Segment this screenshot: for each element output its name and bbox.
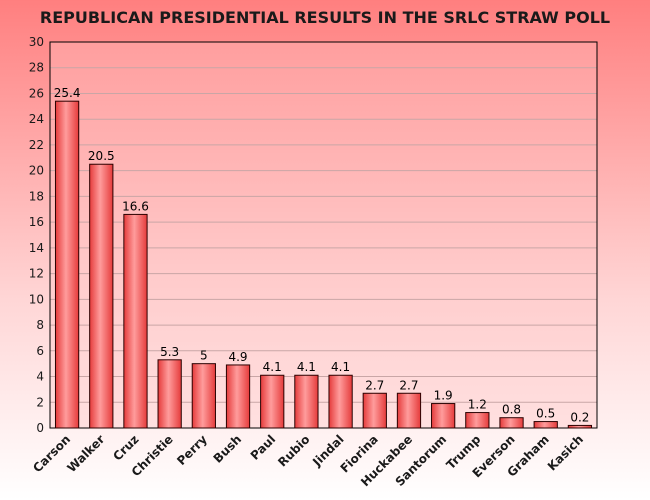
data-label: 16.6 [122,199,149,213]
x-tick-label: Rubio [275,432,312,469]
bar [123,213,148,429]
x-tick-label: Bush [211,432,244,465]
y-tick-label: 20 [29,164,44,178]
y-tick-label: 28 [29,61,44,75]
bar [499,417,524,429]
y-tick-label: 12 [29,267,44,281]
bar [328,374,353,429]
bar [396,392,422,429]
bar [294,374,319,429]
data-label: 0.2 [570,410,589,424]
y-tick-label: 22 [29,138,44,152]
y-tick-label: 26 [29,86,44,100]
data-label: 25.4 [54,86,81,100]
y-tick-label: 16 [29,215,44,229]
data-label: 2.7 [365,378,384,392]
y-tick-label: 0 [36,421,44,435]
x-tick-label: Perry [174,432,210,468]
bar [54,100,80,429]
bar [465,412,490,429]
bar [89,163,114,429]
data-label: 5 [200,349,208,363]
data-label: 1.2 [468,398,487,412]
data-label: 4.1 [263,360,282,374]
data-label: 0.5 [536,407,555,421]
y-tick-label: 2 [36,395,44,409]
data-label: 4.1 [331,360,350,374]
y-tick-label: 10 [29,292,44,306]
x-tick-label: Walker [64,432,107,475]
bar [191,363,216,429]
bar [225,364,251,429]
bar [260,374,285,429]
plot-frame [49,41,598,429]
data-label: 0.8 [502,403,521,417]
data-label: 20.5 [88,149,115,163]
data-label: 5.3 [160,345,179,359]
x-tick-label: Kasich [545,432,586,473]
data-label: 4.1 [297,360,316,374]
y-tick-label: 6 [36,344,44,358]
bar [567,424,593,429]
y-tick-label: 24 [29,112,44,126]
bar [362,392,387,429]
bar [533,421,558,429]
y-tick-label: 4 [36,370,44,384]
y-tick-label: 14 [29,241,44,255]
bar [431,403,456,429]
y-tick-label: 8 [36,318,44,332]
y-tick-label: 30 [29,35,44,49]
x-tick-label: Cruz [110,432,141,463]
data-label: 4.9 [228,350,247,364]
data-label: 2.7 [399,378,418,392]
y-tick-label: 18 [29,189,44,203]
chart-title: REPUBLICAN PRESIDENTIAL RESULTS IN THE S… [39,8,611,27]
data-label: 1.9 [434,389,453,403]
bar [157,359,182,429]
x-tick-label: Paul [248,432,279,463]
